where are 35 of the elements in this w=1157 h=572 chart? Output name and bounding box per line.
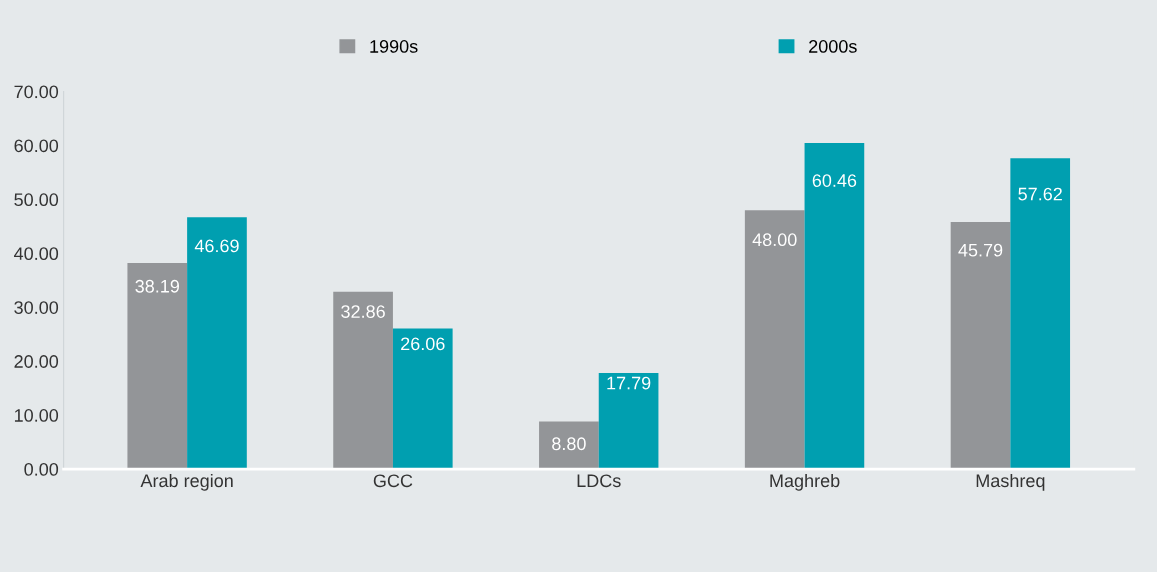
data-label: 17.79 [607, 376, 651, 390]
bar [744, 210, 805, 470]
data-label: 45.79 [958, 243, 1003, 257]
y-tick-label: 40.00 [14, 247, 59, 261]
x-tick-label: LDCs [577, 474, 621, 488]
data-label: 8.80 [552, 437, 586, 451]
y-tick-label: 60.00 [14, 139, 59, 153]
data-label: 57.62 [1018, 187, 1062, 201]
bar [1010, 158, 1071, 470]
y-tick-label: 70.00 [14, 85, 59, 99]
data-label: 26.06 [401, 337, 445, 351]
y-tick-label: 0.00 [24, 462, 59, 476]
bar [392, 328, 453, 470]
y-tick-label: 20.00 [14, 355, 59, 368]
bar [598, 373, 659, 470]
bar [539, 421, 599, 470]
y-tick-label: 50.00 [14, 193, 59, 207]
data-label: 32.86 [341, 305, 385, 318]
data-label: 48.00 [752, 233, 797, 247]
data-label: 38.19 [135, 279, 180, 293]
data-label: 60.46 [812, 174, 857, 187]
bar [804, 142, 865, 470]
bar [950, 222, 1011, 470]
bar [333, 291, 393, 470]
x-tick-label: Arab region [140, 473, 233, 491]
x-tick-label: Maghreb [770, 473, 840, 491]
legend-label: 1990s [370, 40, 418, 53]
bar [127, 263, 188, 470]
x-tick-label: GCC [373, 474, 413, 488]
legend-label: 2000s [809, 40, 857, 53]
y-tick-label: 30.00 [14, 301, 59, 314]
y-tick-label: 10.00 [14, 409, 59, 422]
bar [187, 217, 247, 470]
data-label: 46.69 [194, 239, 239, 253]
x-tick-label: Mashreq [976, 473, 1045, 491]
